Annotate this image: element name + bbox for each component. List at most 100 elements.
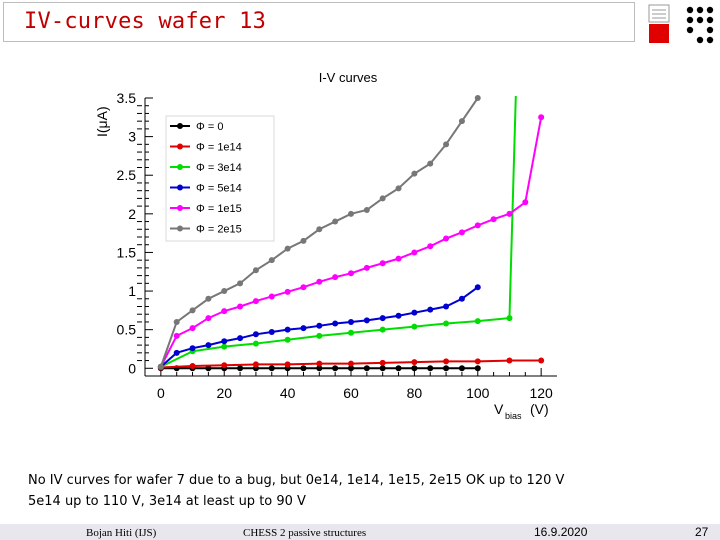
data-point	[411, 249, 418, 256]
data-point	[411, 365, 418, 372]
data-point	[379, 260, 386, 267]
footer-author: Bojan Hiti (IJS)	[86, 527, 157, 539]
data-point	[173, 318, 180, 325]
footer-bar	[0, 524, 720, 540]
data-point	[379, 326, 386, 333]
footer-date: 16.9.2020	[534, 525, 588, 539]
y-tick-label: 1.5	[117, 244, 137, 260]
dots-logo	[686, 6, 714, 44]
y-tick-label: 0	[128, 360, 136, 376]
x-tick-label: 0	[157, 385, 165, 401]
data-point	[252, 340, 259, 347]
data-point	[443, 303, 450, 310]
slide-title: IV-curves wafer 13	[24, 9, 267, 34]
data-point	[474, 365, 481, 372]
data-point	[538, 357, 545, 364]
data-point	[268, 257, 275, 264]
data-point	[427, 365, 434, 372]
data-point	[237, 280, 244, 287]
data-point	[316, 360, 323, 367]
y-tick-label: 3	[128, 129, 136, 145]
data-point	[395, 185, 402, 192]
data-point	[363, 264, 370, 271]
legend-label: Φ = 0	[196, 121, 223, 133]
data-point	[268, 365, 275, 372]
legend-swatch-marker	[177, 205, 183, 211]
legend-swatch-marker	[177, 225, 183, 232]
data-point	[427, 160, 434, 167]
data-point	[443, 358, 450, 365]
data-point	[411, 170, 418, 177]
data-point	[252, 361, 259, 368]
data-point	[348, 270, 354, 277]
data-point	[490, 216, 497, 223]
data-point	[411, 309, 418, 316]
y-axis-label: I(μA)	[94, 106, 110, 137]
data-point	[506, 315, 513, 322]
data-point	[506, 210, 513, 217]
y-tick-label: 2	[128, 206, 136, 222]
data-point	[316, 365, 323, 372]
data-point	[284, 336, 291, 343]
data-point	[221, 343, 228, 350]
data-point	[379, 195, 386, 202]
data-point	[205, 365, 212, 372]
data-point	[284, 361, 291, 368]
data-point	[363, 206, 370, 213]
data-point	[363, 365, 370, 372]
data-point	[221, 362, 228, 369]
data-point	[474, 358, 481, 365]
data-point	[221, 308, 228, 315]
data-point	[205, 342, 212, 349]
footer-page-number: 27	[695, 525, 709, 539]
title-box: IV-curves wafer 13	[3, 2, 635, 42]
footer-topic: CHESS 2 passive structures	[243, 527, 367, 539]
legend-label: Φ = 5e14	[196, 183, 242, 195]
data-point	[221, 338, 228, 345]
data-point	[316, 226, 323, 233]
y-tick-label: 1	[128, 283, 136, 299]
data-point	[458, 118, 465, 125]
data-point	[252, 298, 259, 305]
chart-title: I-V curves	[319, 70, 378, 85]
data-point	[348, 365, 354, 372]
data-point	[284, 326, 291, 333]
data-point	[427, 306, 434, 313]
data-point	[252, 267, 259, 274]
x-tick-label: 60	[343, 385, 359, 401]
data-point	[506, 357, 513, 364]
legend-label: Φ = 1e15	[196, 203, 242, 215]
data-point	[395, 365, 402, 372]
y-tick-label: 2.5	[117, 167, 137, 183]
legend-swatch-marker	[177, 184, 183, 191]
data-point	[300, 365, 307, 372]
x-tick-label: 80	[407, 385, 423, 401]
data-point	[348, 360, 354, 367]
legend-label: Φ = 1e14	[196, 142, 242, 154]
data-point	[237, 365, 244, 372]
caption-line-1: No IV curves for wafer 7 due to a bug, b…	[28, 473, 565, 488]
data-point	[268, 293, 275, 300]
data-point	[458, 229, 465, 236]
x-axis-label-subscript: bias	[505, 411, 522, 421]
data-point	[237, 335, 244, 342]
data-point	[379, 359, 386, 366]
data-point	[332, 365, 339, 372]
x-tick-label: 120	[529, 385, 553, 401]
data-point	[268, 328, 275, 335]
data-point	[332, 274, 339, 281]
legend-box	[165, 115, 275, 242]
data-point	[474, 318, 481, 325]
data-point	[221, 288, 228, 295]
data-point	[316, 332, 323, 339]
data-point	[348, 329, 354, 336]
data-point	[252, 331, 259, 338]
data-point	[189, 362, 196, 369]
x-axis-label-unit: (V)	[530, 401, 549, 417]
data-point	[189, 325, 196, 332]
data-point	[189, 345, 196, 352]
x-tick-label: 40	[280, 385, 296, 401]
x-tick-label: 20	[216, 385, 232, 401]
data-point	[538, 114, 545, 121]
